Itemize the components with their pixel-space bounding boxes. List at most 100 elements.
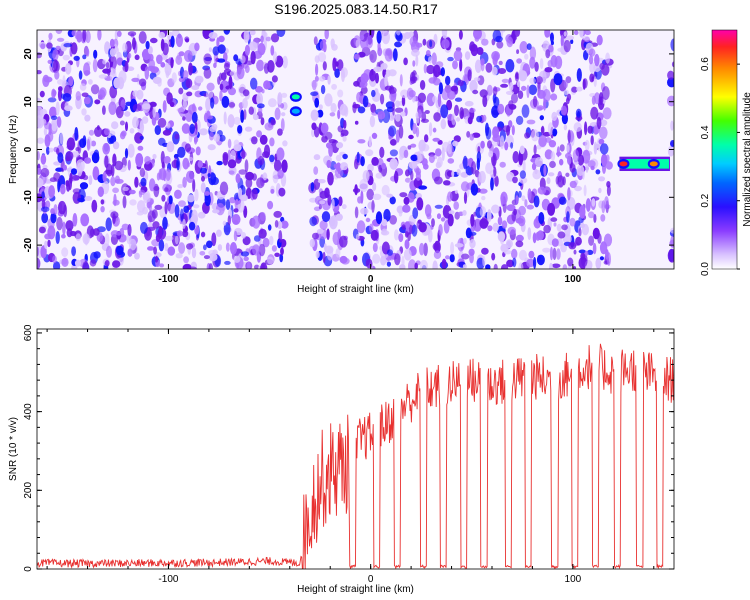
spectrogram-blob (259, 211, 266, 222)
spectrogram-blob (268, 98, 277, 108)
spectrogram-blob (375, 172, 383, 179)
spectrogram-blob (492, 30, 502, 42)
spectrogram-blob (579, 30, 584, 38)
spectrogram-blob (252, 244, 261, 256)
spectrogram-blob (183, 205, 190, 213)
y-tick-label: 10 (23, 96, 34, 108)
spectrogram-blob (485, 122, 489, 136)
spectrogram-blob (47, 59, 53, 64)
spectrogram-blob (76, 30, 83, 43)
spectrogram-blob (401, 255, 405, 269)
spectrogram-blob (113, 46, 120, 55)
spectrogram-blob (408, 134, 414, 140)
spectrogram-blob (670, 38, 674, 52)
spectrogram-blob (503, 250, 512, 255)
spectrogram-blob (390, 139, 397, 146)
spectrogram-blob (127, 159, 131, 171)
spectrogram-blob (515, 240, 524, 248)
spectrogram-blob (50, 115, 58, 121)
x-tick-label: 100 (565, 274, 582, 285)
y-tick-label: -20 (23, 237, 34, 252)
spectrogram-blob (240, 251, 250, 257)
snr-plot (37, 343, 674, 569)
spectrogram-blob (480, 58, 485, 66)
spectrogram-blob (274, 107, 281, 120)
spectrogram-blob (178, 76, 185, 83)
spectrogram-blob (142, 192, 150, 201)
colorbar-title: Normalized spectral amplitude (742, 92, 750, 227)
spectrogram-blob (506, 259, 515, 268)
spectrogram-blob (343, 119, 347, 129)
spectrogram-blob (177, 107, 185, 115)
y-tick-label: 0 (23, 146, 34, 152)
spectrogram-blob (453, 201, 460, 210)
spectrogram-blob (256, 103, 265, 109)
spectrogram-blob (392, 101, 395, 116)
spectrogram-blob (550, 40, 555, 46)
spectrogram-blob (200, 231, 206, 238)
spectrogram-blob (578, 228, 582, 237)
hotspot (291, 108, 300, 114)
spectrogram-blob (485, 264, 491, 269)
spectrogram-blob (481, 38, 489, 46)
spectrogram-blob (511, 248, 518, 259)
spectrogram-blob (585, 198, 591, 212)
spectrogram-blob (335, 248, 341, 258)
spectrogram-blob (567, 155, 572, 165)
spectrogram-blob (515, 195, 519, 205)
spectrogram-blob (567, 187, 571, 201)
spectrogram-blob (670, 227, 674, 234)
spectrogram-blob (464, 51, 471, 60)
spectrogram-blob (174, 189, 182, 199)
spectrogram-blob (583, 184, 587, 197)
spectrogram-blob (248, 41, 258, 51)
spectrogram-blob (318, 104, 323, 110)
spectrogram-blob (189, 123, 195, 134)
spectrogram-blob (43, 127, 48, 136)
spectrogram-blob (100, 199, 105, 205)
spectrogram-blob (82, 30, 87, 43)
spectrogram-blob (182, 218, 186, 229)
spectrogram-blob (447, 140, 453, 155)
spectrogram-blob (454, 85, 459, 95)
spectrogram-blob (49, 177, 57, 183)
spectrogram-blob (314, 75, 319, 82)
hotspot (619, 161, 628, 167)
spectrogram-blob (56, 116, 62, 128)
spectrogram-blob (206, 115, 213, 120)
spectrogram-blob (457, 79, 464, 87)
spectrogram-blob (183, 256, 190, 264)
spectrogram-blob (590, 135, 594, 146)
spectrogram-blob (605, 154, 610, 163)
spectrogram-blob (589, 73, 595, 83)
colorbar-tick-label: 0.2 (700, 193, 711, 207)
spectrogram-blob (75, 91, 82, 101)
spectrogram-blob (242, 98, 248, 109)
spectrogram-blob (441, 38, 450, 49)
spectrogram-blob (504, 141, 509, 151)
spectrogram-blob (257, 42, 266, 56)
spectrogram-blob (521, 85, 527, 91)
spectrogram-blob (233, 116, 241, 125)
spectrogram-blob (440, 104, 449, 119)
spectrogram-blob (188, 62, 193, 76)
spectrogram-blob (389, 158, 399, 170)
spectrogram-blob (88, 79, 93, 85)
spectrogram-blob (526, 258, 535, 268)
spectrogram-blob (55, 231, 60, 244)
spectrogram-blob (437, 156, 443, 168)
spectrogram-blob (250, 77, 258, 90)
spectrogram-blob (355, 39, 360, 48)
spectrogram-blob (496, 40, 504, 49)
spectrogram-blob (463, 191, 468, 204)
spectrogram-blob (477, 146, 481, 153)
spectrogram-blob (138, 189, 145, 195)
spectrogram-blob (581, 223, 590, 236)
spectrogram-blob (518, 176, 528, 184)
spectrogram-blob (533, 144, 537, 155)
spectrogram-blob (277, 169, 284, 179)
spectrogram-blob (97, 89, 106, 100)
spectrogram-blob (68, 76, 74, 87)
spectrogram-blob (411, 224, 418, 237)
spectrogram-blob (432, 242, 439, 251)
